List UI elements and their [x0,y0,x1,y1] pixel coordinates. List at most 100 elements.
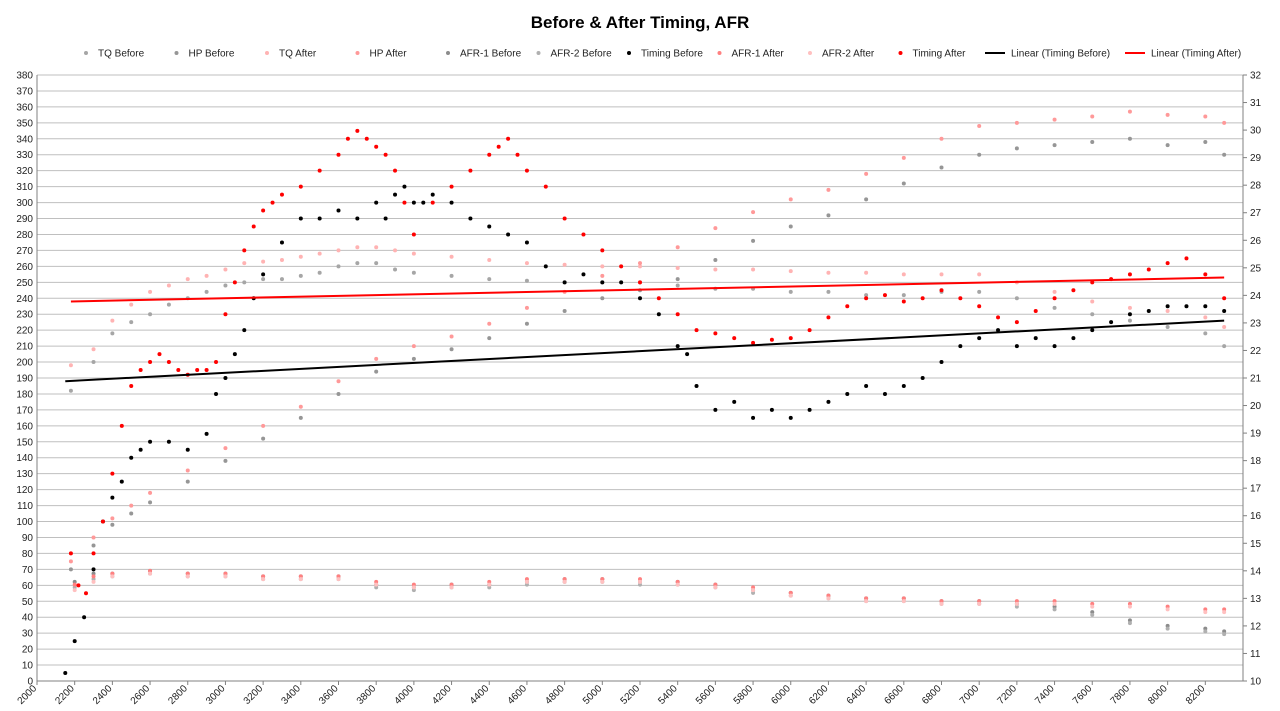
data-point [1165,626,1170,631]
data-point [355,216,360,221]
data-point [393,248,398,253]
legend-item: AFR-1 Before [446,49,522,60]
x-tick-label: 5800 [732,683,756,707]
data-point [185,479,190,484]
legend-item: HP After [355,49,407,60]
data-point [600,579,605,584]
data-point [901,383,906,388]
data-point [336,264,341,269]
data-point [977,289,982,294]
data-point [232,280,237,285]
data-point [1222,344,1227,349]
data-point [1222,607,1227,612]
data-point [977,272,982,277]
data-point [223,446,228,451]
data-point [279,257,284,262]
legend-label: HP Before [189,49,235,60]
data-point [1052,604,1057,609]
data-point [713,585,718,590]
data-point [901,599,906,604]
data-point [72,585,77,590]
data-point [72,639,77,644]
data-point [317,270,322,275]
y-left-tick-label: 280 [16,230,33,241]
data-point [110,574,115,579]
data-point [562,280,567,285]
data-point [298,184,303,189]
y-left-tick-label: 50 [22,597,34,608]
y-right-tick-label: 31 [1250,98,1262,109]
data-point [242,280,247,285]
data-point [713,267,718,272]
data-point [91,551,96,556]
data-point [411,582,416,587]
data-point [166,283,171,288]
legend-label: AFR-2 Before [551,49,613,60]
data-point [543,184,548,189]
data-point [506,232,511,237]
data-point [1127,318,1132,323]
x-tick-label: 3400 [279,683,303,707]
x-tick-label: 7000 [958,683,982,707]
data-point [656,296,661,301]
legend-label: Linear (Timing Before) [1011,49,1110,60]
data-point [223,458,228,463]
x-tick-label: 8000 [1146,683,1170,707]
x-tick-label: 3000 [204,683,228,707]
data-point [72,582,77,587]
data-point [901,293,906,298]
y-left-tick-label: 210 [16,342,33,353]
plot-area [63,109,1227,676]
data-point [713,226,718,231]
data-point [487,277,492,282]
data-point [826,270,831,275]
data-point [110,471,115,476]
data-point [261,574,266,579]
data-point [336,208,341,213]
data-point [977,601,982,606]
data-point [1203,626,1208,631]
chart-legend: TQ Before HP Before TQ After HP After AFR-1 … [84,49,1241,60]
data-point [374,200,379,205]
data-point [232,352,237,357]
data-point [68,567,73,572]
data-point [751,267,756,272]
data-point [1165,607,1170,612]
data-point [1165,304,1170,309]
legend-swatch [265,51,269,55]
legend-swatch [627,51,631,55]
x-tick-label: 4600 [506,683,530,707]
y-right-tick-label: 12 [1250,621,1262,632]
data-point [317,168,322,173]
y-right-tick-label: 22 [1250,346,1262,357]
data-point [449,334,454,339]
data-point [751,588,756,593]
x-tick-label: 5000 [581,683,605,707]
data-point [355,128,360,133]
y-right-tick-label: 15 [1250,539,1262,550]
y-left-tick-label: 70 [22,565,34,576]
data-point [1052,344,1057,349]
data-point [901,181,906,186]
data-point [166,360,171,365]
data-point [1203,315,1208,320]
data-point [788,336,793,341]
data-point [1203,607,1208,612]
data-point [261,277,266,282]
data-point [939,272,944,277]
data-point [656,312,661,317]
data-point [751,585,756,590]
y-left-tick-label: 20 [22,645,34,656]
data-point [100,519,105,524]
legend-label: TQ After [279,49,317,60]
y-right-tick-label: 29 [1250,153,1262,164]
data-point [1090,299,1095,304]
data-point [694,328,699,333]
data-point [496,144,501,149]
data-point [675,582,680,587]
y-left-tick-label: 150 [16,437,33,448]
data-point [261,208,266,213]
data-point [1203,114,1208,119]
y-right-tick-label: 24 [1250,291,1262,302]
